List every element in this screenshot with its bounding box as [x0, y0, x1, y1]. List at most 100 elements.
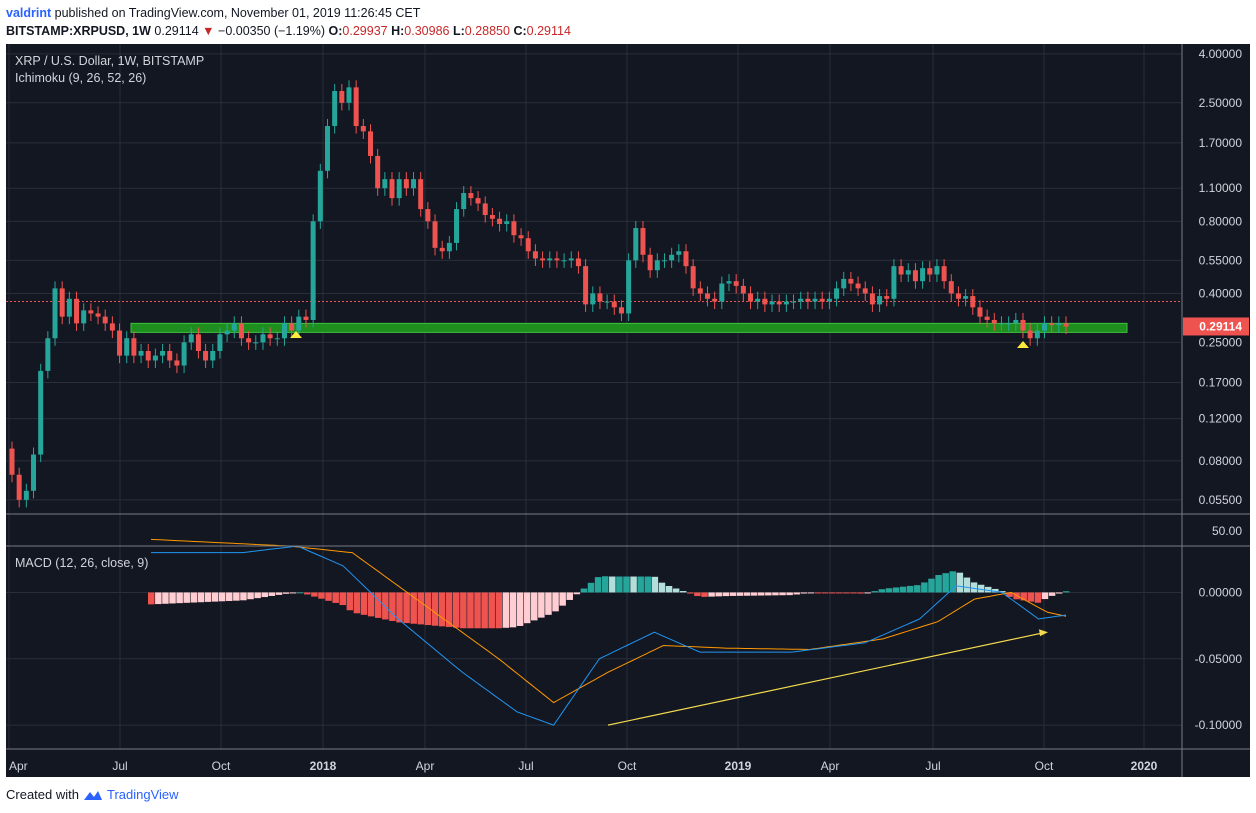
candle-body [360, 126, 366, 132]
candle-body [145, 351, 151, 361]
marker-triangle [290, 331, 302, 338]
candle-body [124, 338, 130, 356]
histogram-bar [601, 576, 609, 593]
macd-lines [150, 538, 1067, 726]
candle-body [454, 209, 460, 243]
candle-body [439, 247, 445, 252]
histogram-bar [382, 592, 389, 620]
candle-body [188, 334, 194, 343]
histogram-bar [531, 592, 538, 621]
candle-body [912, 270, 918, 282]
candle-body [418, 179, 424, 210]
histogram-bar [899, 586, 907, 593]
candle-body [1013, 319, 1019, 324]
histogram-bar [963, 577, 971, 593]
candle-body [676, 251, 682, 255]
author-link[interactable]: valdrint [6, 6, 52, 20]
histogram-bar [516, 592, 524, 626]
candle-body [504, 221, 510, 224]
histogram-bar [523, 592, 531, 624]
marker-triangle [1017, 341, 1029, 348]
histogram-bar [197, 592, 205, 603]
candle-body [375, 155, 381, 189]
price-chart[interactable]: Apr Jul Oct 2018 Apr Jul Oct 2019 Apr Jul Oct 2020 4… [6, 44, 1250, 777]
candle-body [984, 316, 990, 320]
macd-tick-label: -0.05000 [1195, 652, 1243, 666]
histogram-bar [786, 592, 793, 596]
histogram-bar [637, 576, 644, 593]
histogram-bar [694, 592, 701, 597]
candle-body [1041, 323, 1047, 331]
candle-body [755, 298, 761, 302]
histogram-bar [828, 592, 836, 594]
histogram-bar [814, 592, 822, 594]
x-tick-label: Oct [618, 759, 637, 773]
candle-body [977, 307, 983, 317]
candle-body [561, 260, 567, 262]
histogram-bar [467, 592, 474, 629]
tradingview-link[interactable]: TradingView [106, 787, 179, 802]
histogram-bar [687, 592, 694, 594]
histogram-bar [1006, 592, 1013, 597]
price-tick-label: 1.10000 [1199, 181, 1243, 195]
candle-body [23, 490, 29, 500]
open-label: O: [328, 24, 343, 38]
candle-body [633, 228, 639, 261]
histogram-bar [665, 585, 673, 593]
histogram-bar [396, 592, 403, 623]
histogram-bar [729, 592, 737, 596]
histogram-bar [708, 592, 715, 597]
candle-body [66, 298, 72, 317]
candle-body [597, 293, 603, 302]
x-tick-label: 2018 [310, 759, 337, 773]
candle-body [210, 351, 216, 361]
candle-body [862, 288, 868, 294]
histogram-bar [353, 592, 361, 614]
histogram-bar [921, 582, 928, 593]
histogram-bar [254, 592, 261, 599]
low-label: L: [452, 24, 465, 38]
price-tick-label: 0.40000 [1199, 286, 1243, 300]
histogram-bar [226, 592, 233, 601]
histogram-bar [1027, 592, 1035, 602]
candle-body [525, 238, 531, 252]
histogram-bar [871, 591, 878, 593]
histogram-bar [374, 592, 382, 618]
ohlc-line: BITSTAMP:XRPUSD, 1W 0.29114 ▼ −0.00350 (… [6, 22, 571, 40]
histogram-bar [672, 588, 680, 593]
candle-body [540, 258, 546, 261]
candle-body [52, 288, 58, 339]
histogram-bar [1020, 592, 1027, 601]
candle-body [511, 221, 517, 236]
candle-body [74, 298, 80, 324]
histogram-bar [460, 592, 467, 629]
candle-body [963, 296, 969, 299]
candle-body [970, 296, 976, 308]
price-tick-label: 0.25000 [1199, 335, 1243, 349]
signal-line [150, 538, 1067, 704]
histogram-bar [559, 592, 566, 606]
candle-body [489, 215, 495, 219]
candles [9, 80, 1069, 508]
candle-body [920, 268, 926, 282]
candle-body [647, 254, 653, 271]
candle-body [411, 179, 417, 189]
histogram-bar [268, 592, 276, 596]
candle-body [898, 266, 904, 275]
trendline [607, 631, 1047, 726]
candle-body [991, 319, 997, 324]
histogram-bar [495, 592, 503, 629]
candle-body [203, 351, 209, 361]
histogram-bar [445, 592, 453, 628]
last-price-tag: 0.29114 [1183, 317, 1249, 336]
histogram-bar [580, 588, 588, 593]
histogram-bar [949, 571, 957, 593]
candle-body [475, 198, 481, 204]
candle-body [396, 179, 402, 199]
histogram-bar [750, 592, 758, 596]
histogram-bar [367, 592, 375, 617]
candle-body [281, 323, 287, 339]
histogram-bar [502, 592, 510, 628]
candle-body [518, 235, 524, 239]
candle-body [1049, 323, 1055, 326]
